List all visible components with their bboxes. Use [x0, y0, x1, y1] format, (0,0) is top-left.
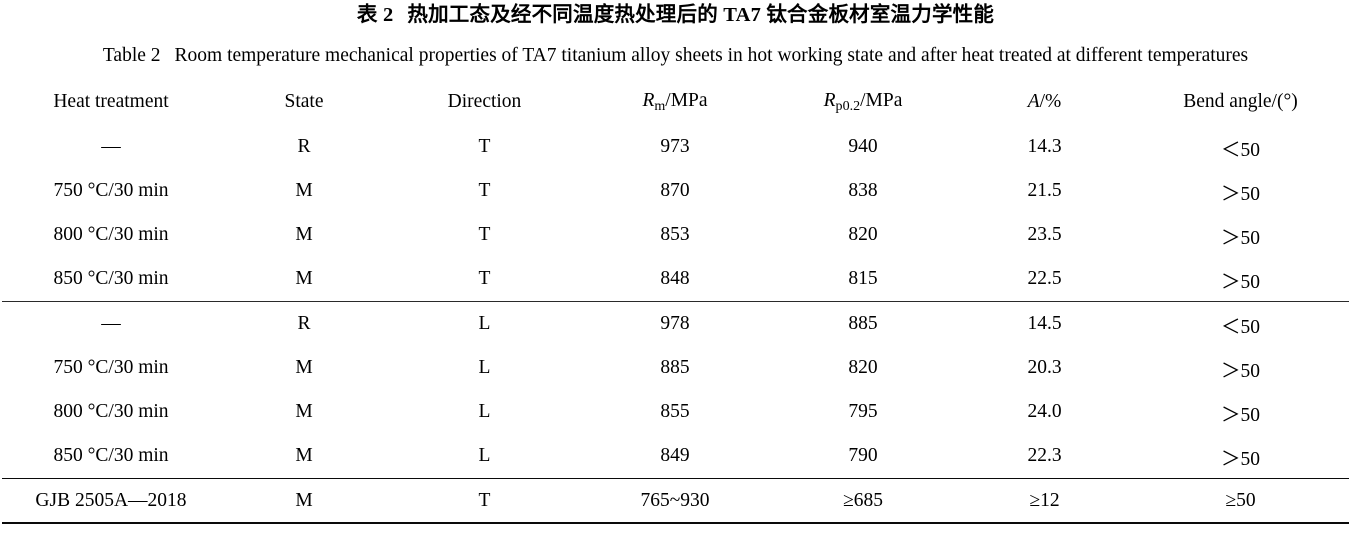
rm-symbol: R: [642, 89, 655, 111]
cell-bend-angle: ＞50: [1220, 183, 1260, 205]
cell-rp02: 885: [769, 301, 957, 346]
cell-bend-angle: ＞50: [1220, 448, 1260, 470]
cell-direction: T: [478, 268, 491, 289]
col-header-rm: Rm/MPa: [581, 79, 769, 125]
cell-heat-treatment: —: [2, 301, 220, 346]
cell-bend-angle: ≥50: [1132, 478, 1349, 524]
caption-english-title: Room temperature mechanical properties o…: [174, 45, 1249, 66]
cell-heat-treatment: 750 °C/30 min: [53, 180, 169, 201]
table-container: Heat treatment State Direction Rm/MPa Rp…: [2, 79, 1349, 524]
cell-rm: 870: [660, 180, 690, 201]
cell-rp02: 815: [848, 268, 878, 289]
cell-elongation: 14.5: [957, 301, 1132, 346]
caption-chinese-label: 表 2: [356, 4, 394, 26]
a-unit: /%: [1039, 91, 1062, 112]
cell-state: R: [220, 301, 388, 346]
cell-bend-angle: ＜50: [1220, 139, 1260, 161]
table-row: 750 °C/30 min M T 870 838 21.5 ＞50: [2, 169, 1349, 213]
cell-rm: 853: [660, 224, 690, 245]
cell-heat-treatment: 800 °C/30 min: [53, 224, 169, 245]
rm-unit: /MPa: [665, 89, 708, 111]
cell-rp02: 820: [848, 357, 878, 378]
caption-chinese-title: 热加工态及经不同温度热处理后的 TA7 钛合金板材室温力学性能: [407, 4, 995, 26]
cell-heat-treatment: GJB 2505A—2018: [2, 478, 220, 524]
rp02-symbol: R: [823, 89, 836, 111]
cell-bend-angle: ＞50: [1220, 360, 1260, 382]
cell-elongation: 23.5: [1027, 224, 1062, 245]
cell-state: M: [295, 401, 313, 422]
cell-heat-treatment: 750 °C/30 min: [53, 357, 169, 378]
cell-bend-angle: ＞50: [1220, 404, 1260, 426]
cell-elongation: 20.3: [1027, 357, 1062, 378]
cell-direction: L: [478, 357, 491, 378]
cell-heat-treatment: 850 °C/30 min: [53, 268, 169, 289]
cell-bend-angle: ＞50: [1220, 227, 1260, 249]
cell-bend-angle: ＜50: [1132, 301, 1349, 346]
cell-elongation: 21.5: [1027, 180, 1062, 201]
cell-direction: T: [478, 180, 491, 201]
cell-state: M: [295, 268, 313, 289]
cell-elongation: 14.3: [1027, 136, 1062, 157]
col-header-state: State: [284, 91, 324, 112]
col-header-bend-angle: Bend angle/(°): [1183, 91, 1298, 112]
cell-rm: 848: [660, 268, 690, 289]
cell-rm: 855: [660, 401, 690, 422]
cell-direction: L: [478, 401, 491, 422]
rp02-unit: /MPa: [860, 89, 903, 111]
table-body: — R T 973 940 14.3 ＜50 750 °C/30 min M T 870 838 21.…: [2, 125, 1349, 524]
rp02-subscript: p0.2: [835, 97, 861, 114]
table-row: 750 °C/30 min M L 885 820 20.3 ＞50: [2, 346, 1349, 390]
table-row: — R T 973 940 14.3 ＜50: [2, 125, 1349, 169]
table-row: — R L 978 885 14.5 ＜50: [2, 301, 1349, 346]
a-symbol: A: [1027, 91, 1040, 112]
col-header-heat-treatment: Heat treatment: [53, 91, 169, 112]
cell-bend-angle: ＞50: [1220, 271, 1260, 293]
cell-direction: L: [478, 445, 491, 466]
cell-rp02: 838: [848, 180, 878, 201]
cell-state: M: [295, 224, 313, 245]
cell-rm: 973: [660, 136, 690, 157]
cell-rm: 765~930: [581, 478, 769, 524]
table-row: 850 °C/30 min M T 848 815 22.5 ＞50: [2, 257, 1349, 302]
table-row: 800 °C/30 min M L 855 795 24.0 ＞50: [2, 390, 1349, 434]
cell-heat-treatment: 850 °C/30 min: [53, 445, 169, 466]
cell-direction: T: [478, 136, 491, 157]
cell-rm: 978: [581, 301, 769, 346]
cell-state: M: [295, 180, 313, 201]
mechanical-properties-table: Heat treatment State Direction Rm/MPa Rp…: [2, 79, 1349, 524]
cell-state: R: [297, 136, 311, 157]
cell-rp02: ≥685: [769, 478, 957, 524]
cell-direction: T: [388, 478, 581, 524]
cell-state: M: [295, 445, 313, 466]
table-row: GJB 2505A—2018 M T 765~930 ≥685 ≥12 ≥50: [2, 478, 1349, 524]
col-header-direction: Direction: [447, 91, 522, 112]
cell-rp02: 795: [848, 401, 878, 422]
caption-chinese: 表 2 热加工态及经不同温度热处理后的 TA7 钛合金板材室温力学性能: [0, 2, 1351, 28]
cell-elongation: 22.3: [1027, 445, 1062, 466]
cell-rp02: 940: [848, 136, 878, 157]
caption-english: Table 2 Room temperature mechanical prope…: [0, 43, 1351, 69]
cell-direction: L: [388, 301, 581, 346]
cell-elongation: 24.0: [1027, 401, 1062, 422]
col-header-elongation: A/%: [957, 79, 1132, 125]
col-header-rp02: Rp0.2/MPa: [769, 79, 957, 125]
table-row: 850 °C/30 min M L 849 790 22.3 ＞50: [2, 434, 1349, 479]
cell-state: M: [295, 357, 313, 378]
cell-elongation: ≥12: [957, 478, 1132, 524]
table-header-row: Heat treatment State Direction Rm/MPa Rp…: [2, 79, 1349, 125]
rm-subscript: m: [654, 97, 666, 114]
cell-elongation: 22.5: [1027, 268, 1062, 289]
caption-english-label: Table 2: [102, 45, 161, 66]
cell-rm: 885: [660, 357, 690, 378]
cell-direction: T: [478, 224, 491, 245]
cell-rm: 849: [660, 445, 690, 466]
cell-rp02: 790: [848, 445, 878, 466]
cell-rp02: 820: [848, 224, 878, 245]
table-row: 800 °C/30 min M T 853 820 23.5 ＞50: [2, 213, 1349, 257]
cell-heat-treatment: 800 °C/30 min: [53, 401, 169, 422]
cell-state: M: [220, 478, 388, 524]
cell-heat-treatment: —: [101, 136, 121, 157]
